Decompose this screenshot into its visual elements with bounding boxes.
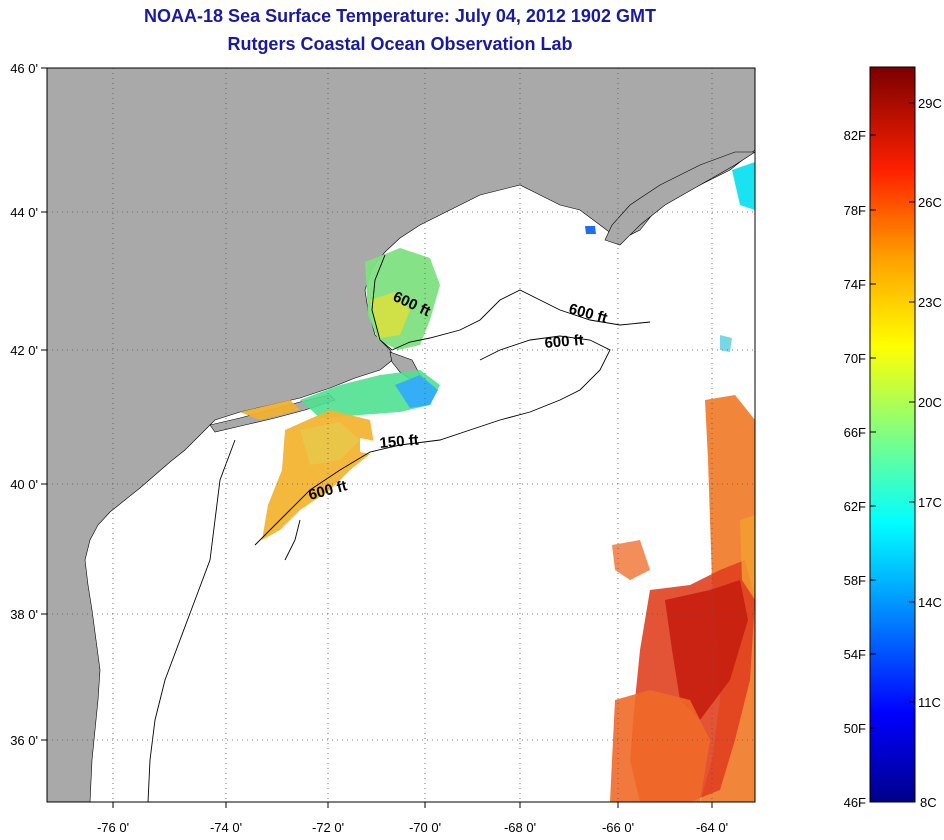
land-nova-scotia bbox=[604, 151, 755, 246]
colorbar-label-f: 50F bbox=[844, 721, 866, 736]
colorbar-ticks bbox=[870, 102, 915, 729]
colorbar-label-f: 54F bbox=[844, 647, 866, 662]
lat-tick-label: 42 0' bbox=[10, 343, 38, 358]
colorbar-label-c: 8C bbox=[920, 795, 937, 810]
contour-label: 150 ft bbox=[379, 432, 420, 452]
colorbar-label-f: 82F bbox=[844, 128, 866, 143]
colorbar-label-c: 14C bbox=[918, 595, 942, 610]
colorbar-label-f: 70F bbox=[844, 351, 866, 366]
lon-tick-label: -64 0' bbox=[696, 820, 728, 835]
colorbar-label-f: 62F bbox=[844, 499, 866, 514]
lon-tick-label: -74 0' bbox=[210, 820, 242, 835]
lat-tick-label: 46 0' bbox=[10, 61, 38, 76]
lon-tick-label: -76 0' bbox=[97, 820, 129, 835]
map-subtitle: Rutgers Coastal Ocean Observation Lab bbox=[227, 34, 573, 54]
colorbar-label-c: 23C bbox=[918, 295, 942, 310]
graticule bbox=[47, 68, 755, 802]
lat-tick-label: 36 0' bbox=[10, 733, 38, 748]
colorbar-label-c: 17C bbox=[918, 495, 942, 510]
map-title: NOAA-18 Sea Surface Temperature: July 04… bbox=[144, 6, 656, 26]
colorbar-label-c: 11C bbox=[918, 695, 941, 710]
lon-tick-label: -68 0' bbox=[504, 820, 536, 835]
colorbar-label-f: 66F bbox=[844, 425, 866, 440]
axis-ticks bbox=[41, 67, 713, 808]
lat-tick-label: 40 0' bbox=[10, 477, 38, 492]
land-mainland bbox=[47, 68, 755, 802]
lat-tick-label: 44 0' bbox=[10, 205, 38, 220]
colorbar-label-f: 74F bbox=[844, 277, 866, 292]
colorbar bbox=[869, 66, 916, 803]
lon-tick-label: -70 0' bbox=[409, 820, 441, 835]
lon-tick-label: -66 0' bbox=[602, 820, 634, 835]
lat-tick-label: 38 0' bbox=[10, 607, 38, 622]
colorbar-label-f: 46F bbox=[844, 795, 866, 810]
lon-tick-label: -72 0' bbox=[312, 820, 344, 835]
colorbar-label-f: 78F bbox=[844, 203, 866, 218]
colorbar-label-c: 26C bbox=[918, 195, 942, 210]
colorbar-label-c: 29C bbox=[918, 96, 942, 111]
colorbar-label-c: 20C bbox=[918, 395, 942, 410]
sst-data-layer bbox=[240, 162, 755, 802]
contour-label: 600 ft bbox=[544, 332, 585, 352]
map-frame bbox=[46, 67, 756, 803]
colorbar-label-f: 58F bbox=[844, 573, 866, 588]
